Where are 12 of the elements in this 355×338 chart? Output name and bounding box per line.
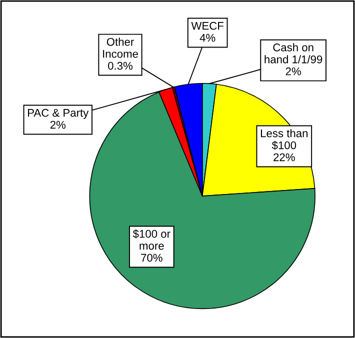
slice-label: Cash on hand 1/1/99 (264, 43, 322, 64)
slice-label: Less than $100 (260, 129, 308, 150)
slice-label: PAC & Party (28, 108, 89, 119)
data-label: 0.3% (108, 62, 133, 70)
data-label: 2% (286, 67, 301, 76)
data-label: 2% (50, 120, 66, 129)
data-label: 22% (274, 153, 295, 162)
slice-label: WECF (191, 22, 224, 30)
data-label: 4% (200, 34, 216, 42)
data-label: 70% (141, 254, 162, 262)
slice-label: $100 or more (132, 229, 170, 250)
slice-label: Other Income (103, 38, 138, 58)
